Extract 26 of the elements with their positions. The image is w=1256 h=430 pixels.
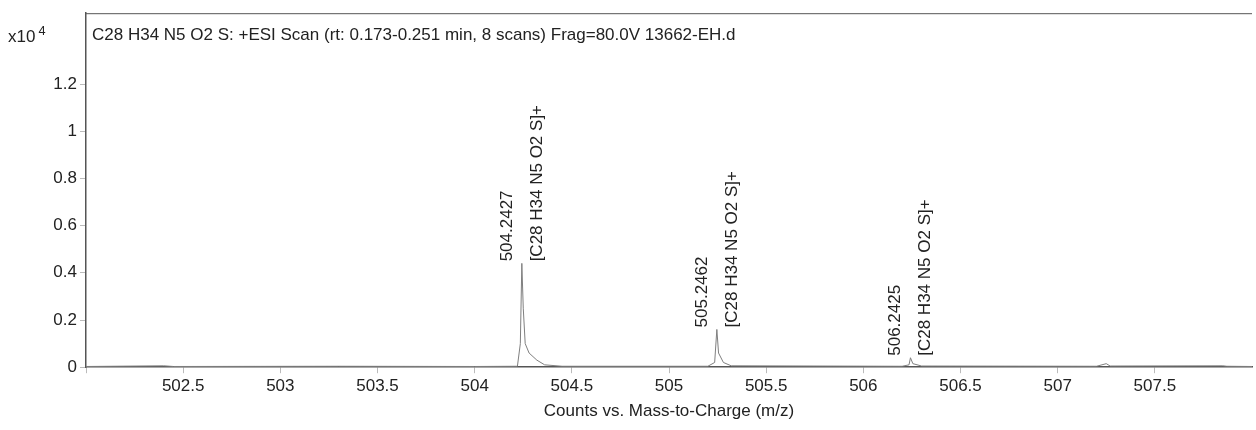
y-tick-label: 1.2 — [53, 73, 77, 93]
x-tick-label: 506 — [849, 376, 878, 396]
x-tick-label: 505.5 — [744, 376, 788, 396]
text: C28 H34 N5 O2 S: +ESI Scan (rt: 0.173-0.251 min, 8 scans) Frag=80.0V 13662-EH.d — [92, 24, 736, 44]
x-tick-label: 504.5 — [550, 376, 594, 396]
annotation: 505.2462 — [691, 256, 711, 328]
annotation: [C28 H34 N5 O2 S]+ — [915, 199, 935, 356]
annotation: 504.2427 — [496, 190, 516, 262]
x-axis-title: Counts vs. Mass-to-Charge (m/z) — [543, 401, 795, 421]
y-tick-label: 0 — [67, 356, 77, 376]
annotation: [C28 H34 N5 O2 S]+ — [526, 104, 546, 262]
x-tick-label: 503.5 — [356, 376, 399, 396]
y-tick-label: 0.8 — [53, 168, 77, 188]
x-tick-label: 505 — [654, 376, 684, 396]
annotation: [C28 H34 N5 O2 S]+ — [721, 170, 741, 328]
annotation: 506.2425 — [885, 284, 905, 356]
x-tick-label: 504 — [460, 376, 489, 396]
y-tick-label: 0.2 — [53, 309, 77, 329]
x-tick-label: 502.5 — [161, 376, 205, 396]
x-tick-label: 507.5 — [1133, 376, 1177, 396]
y-tick-label: 0.4 — [53, 262, 77, 282]
x-tick-label: 507 — [1043, 376, 1072, 396]
x-tick-label: 506.5 — [939, 376, 982, 396]
y-tick-label: 0.6 — [53, 215, 77, 235]
x-tick-label: 503 — [266, 376, 295, 396]
y-tick-label: 1 — [67, 120, 77, 140]
